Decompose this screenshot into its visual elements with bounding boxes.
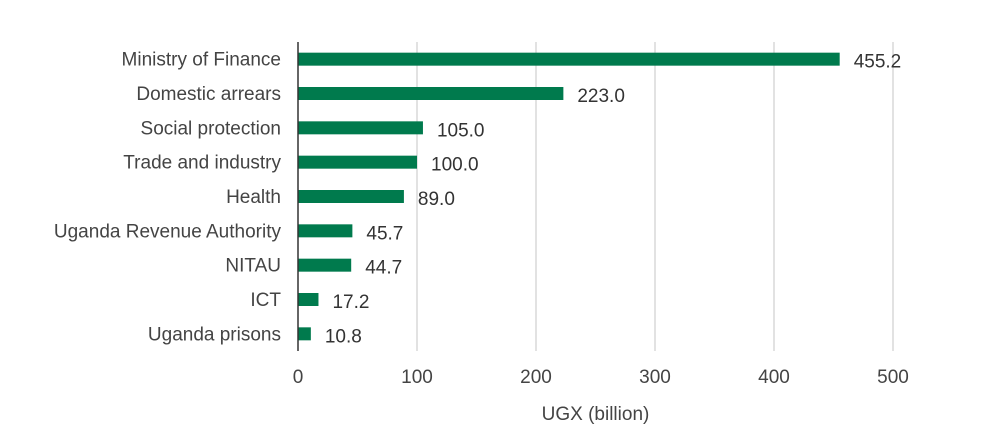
bars-group bbox=[298, 52, 840, 341]
bar-0 bbox=[298, 52, 840, 66]
bar-2 bbox=[298, 121, 423, 135]
category-labels: Ministry of Finance Domestic arrears Socia… bbox=[54, 50, 282, 346]
x-tick-label-500: 500 bbox=[877, 367, 909, 388]
category-label-7: ICT bbox=[250, 290, 281, 311]
bar-7 bbox=[298, 293, 319, 306]
x-tick-label-0: 0 bbox=[293, 367, 304, 388]
category-label-8: Uganda prisons bbox=[148, 324, 281, 345]
value-label-1: 223.0 bbox=[577, 86, 625, 107]
value-label-6: 44.7 bbox=[365, 258, 402, 279]
x-tick-label-300: 300 bbox=[639, 367, 671, 388]
bar-5 bbox=[298, 224, 353, 238]
category-label-5: Uganda Revenue Authority bbox=[54, 221, 282, 242]
value-label-0: 455.2 bbox=[854, 52, 902, 73]
value-label-2: 105.0 bbox=[437, 120, 485, 141]
value-label-5: 45.7 bbox=[366, 223, 403, 244]
value-label-8: 10.8 bbox=[325, 326, 362, 347]
category-label-0: Ministry of Finance bbox=[122, 50, 281, 71]
category-label-6: NITAU bbox=[225, 256, 281, 277]
category-label-2: Social protection bbox=[141, 118, 281, 139]
x-tick-labels: 0 100 200 300 400 500 bbox=[293, 367, 909, 388]
category-label-1: Domestic arrears bbox=[136, 84, 281, 105]
category-label-3: Trade and industry bbox=[123, 153, 281, 174]
category-label-4: Health bbox=[226, 187, 281, 208]
bar-3 bbox=[298, 155, 417, 169]
bar-8 bbox=[298, 327, 311, 341]
value-label-7: 17.2 bbox=[332, 292, 369, 313]
x-tick-label-200: 200 bbox=[520, 367, 552, 388]
bar-6 bbox=[298, 258, 352, 272]
value-labels: 455.2 223.0 105.0 100.0 89.0 45.7 44.7 17.2 10.8 bbox=[325, 52, 901, 348]
value-label-4: 89.0 bbox=[418, 189, 455, 210]
x-axis-title: UGX (billion) bbox=[542, 404, 650, 425]
bar-4 bbox=[298, 190, 404, 203]
x-tick-label-400: 400 bbox=[758, 367, 790, 388]
value-label-3: 100.0 bbox=[431, 155, 479, 176]
x-tick-label-100: 100 bbox=[401, 367, 433, 388]
bar-1 bbox=[298, 87, 564, 100]
